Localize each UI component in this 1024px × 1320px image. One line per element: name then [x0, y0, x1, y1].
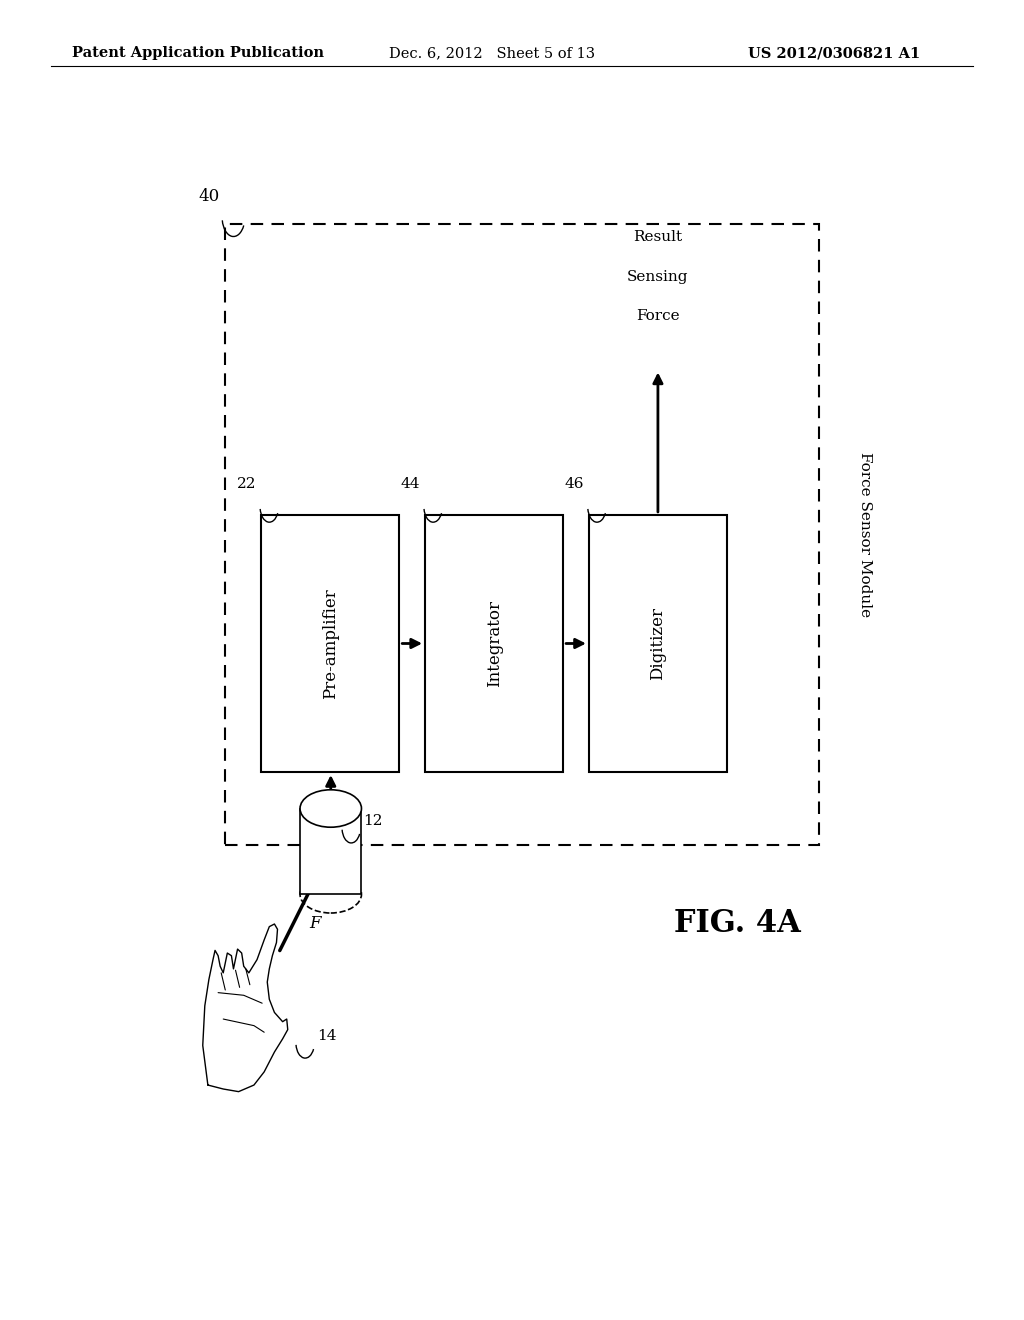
Text: 40: 40: [199, 187, 220, 205]
Text: Force: Force: [636, 309, 680, 323]
Text: FIG. 4A: FIG. 4A: [674, 908, 801, 940]
Text: 44: 44: [400, 477, 420, 491]
Text: Sensing: Sensing: [627, 269, 689, 284]
Ellipse shape: [300, 789, 361, 828]
Text: Dec. 6, 2012   Sheet 5 of 13: Dec. 6, 2012 Sheet 5 of 13: [389, 46, 595, 61]
Bar: [589, 515, 727, 772]
Bar: [425, 515, 563, 772]
Text: 12: 12: [364, 814, 383, 828]
Text: F: F: [309, 916, 321, 932]
Text: US 2012/0306821 A1: US 2012/0306821 A1: [748, 46, 920, 61]
Text: Result: Result: [634, 230, 682, 244]
Text: Digitizer: Digitizer: [649, 607, 667, 680]
Text: Pre-amplifier: Pre-amplifier: [322, 589, 339, 698]
Bar: [261, 515, 399, 772]
Text: Patent Application Publication: Patent Application Publication: [72, 46, 324, 61]
Text: 46: 46: [564, 477, 584, 491]
Bar: [225, 224, 819, 845]
Bar: [300, 808, 361, 895]
Text: Integrator: Integrator: [485, 601, 503, 686]
Text: Force Sensor Module: Force Sensor Module: [858, 451, 872, 618]
Text: 22: 22: [237, 477, 256, 491]
Ellipse shape: [300, 875, 361, 913]
Text: 14: 14: [317, 1030, 337, 1043]
